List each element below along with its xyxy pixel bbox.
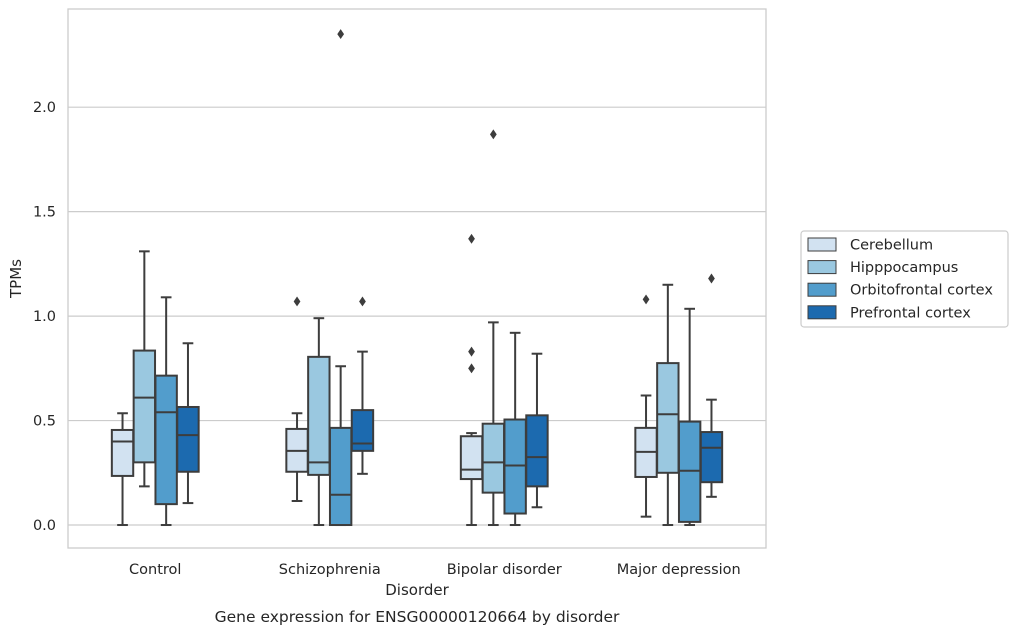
- y-axis-label: TPMs: [7, 259, 25, 299]
- x-tick-label: Control: [129, 562, 181, 578]
- box-orbitofrontal-cortex: [503, 331, 527, 527]
- box-iqr: [154, 374, 178, 506]
- box-prefrontal-cortex: [699, 273, 724, 498]
- outlier-point: [642, 294, 650, 305]
- box-orbitofrontal-cortex: [328, 29, 353, 527]
- box-iqr: [350, 409, 375, 452]
- box-prefrontal-cortex: [350, 296, 375, 475]
- x-tick-labels: Control Schizophrenia Bipolar disorder Majo…: [129, 562, 741, 578]
- box-hipppocampus: [656, 283, 680, 527]
- box-iqr: [699, 431, 724, 484]
- legend: Cerebellum Hipppocampus Orbitofrontal cort…: [800, 230, 1009, 328]
- box-iqr: [525, 414, 549, 488]
- box-iqr: [503, 418, 527, 515]
- box-iqr: [176, 405, 200, 473]
- legend-swatch: [807, 237, 837, 252]
- box-cerebellum: [459, 233, 484, 527]
- box-iqr: [328, 426, 353, 527]
- legend-frame: [800, 230, 1009, 328]
- legend-swatch: [807, 260, 837, 275]
- y-tick-labels: 0.0 0.5 1.0 1.5 2.0: [33, 100, 56, 534]
- plot-frame: [67, 8, 767, 549]
- legend-label: Prefrontal cortex: [850, 305, 971, 321]
- y-tick-label: 2.0: [33, 100, 56, 116]
- y-tick-label: 0.0: [33, 518, 56, 534]
- legend-swatch: [807, 305, 837, 320]
- outlier-point: [337, 29, 345, 40]
- box-iqr: [132, 349, 157, 464]
- outlier-point: [468, 346, 475, 357]
- legend-swatch: [807, 282, 837, 297]
- box-hipppocampus: [307, 317, 331, 527]
- box-iqr: [459, 435, 484, 481]
- box-orbitofrontal-cortex: [677, 307, 702, 527]
- box-cerebellum: [634, 294, 658, 518]
- legend-label: Hipppocampus: [850, 260, 958, 276]
- y-tick-label: 1.5: [33, 205, 56, 221]
- box-prefrontal-cortex: [176, 342, 200, 505]
- outlier-point: [468, 363, 475, 374]
- y-tick-label: 1.0: [33, 309, 56, 325]
- box-hipppocampus: [481, 129, 506, 527]
- y-tick-label: 0.5: [33, 414, 56, 430]
- box-orbitofrontal-cortex: [154, 296, 178, 527]
- box-iqr: [110, 428, 135, 477]
- x-axis-label: Disorder: [385, 581, 449, 599]
- x-tick-label: Major depression: [617, 562, 741, 578]
- box-cerebellum: [110, 412, 135, 527]
- outlier-point: [468, 233, 475, 244]
- box-hipppocampus: [132, 250, 157, 488]
- x-tick-label: Schizophrenia: [279, 562, 381, 578]
- box-iqr: [481, 422, 506, 494]
- outlier-point: [293, 296, 301, 307]
- box-iqr: [656, 362, 680, 474]
- chart-caption: Gene expression for ENSG00000120664 by d…: [215, 608, 620, 626]
- x-tick-label: Bipolar disorder: [447, 562, 562, 578]
- box-iqr: [677, 420, 702, 523]
- box-cerebellum: [285, 296, 309, 502]
- legend-label: Cerebellum: [850, 238, 933, 254]
- legend-label: Orbitofrontal cortex: [850, 283, 993, 299]
- box-iqr: [307, 355, 331, 476]
- outlier-point: [708, 273, 715, 284]
- box-layer: [110, 29, 724, 527]
- outlier-point: [489, 129, 497, 140]
- box-prefrontal-cortex: [525, 352, 549, 509]
- outlier-point: [359, 296, 366, 307]
